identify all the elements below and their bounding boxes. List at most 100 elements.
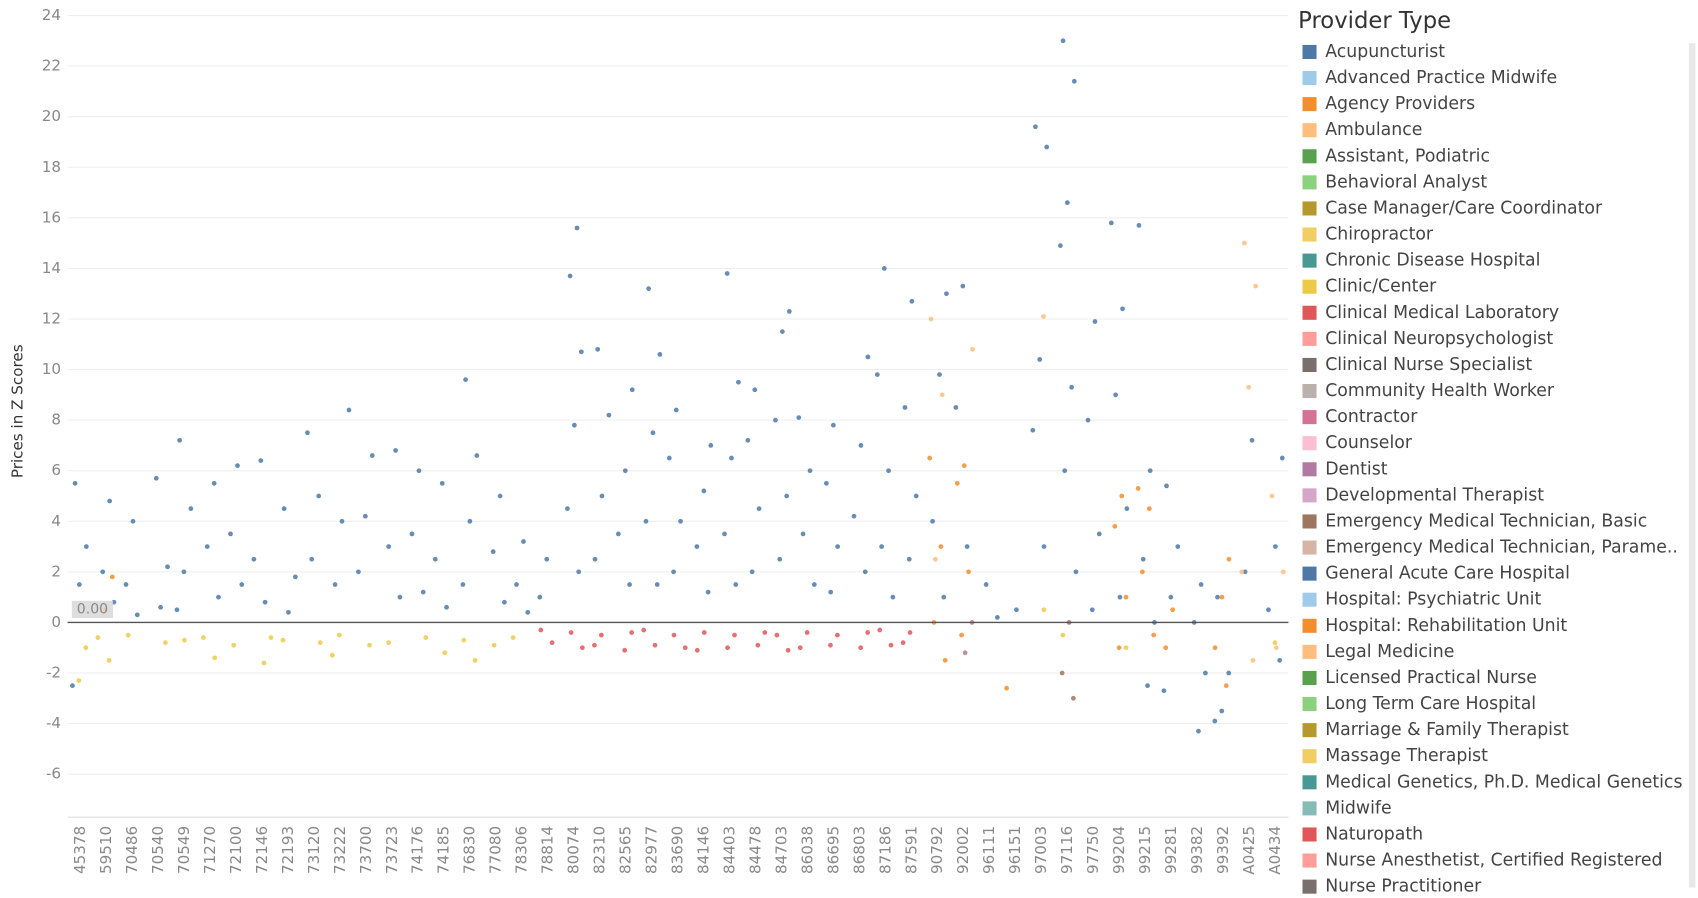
x-tick-label: 99204: [1110, 826, 1128, 874]
x-tick-label: 96151: [1006, 826, 1024, 874]
legend-swatch: [1302, 201, 1317, 216]
point: [777, 556, 783, 562]
point: [329, 652, 335, 658]
point: [1239, 569, 1245, 575]
point: [1168, 594, 1174, 600]
point: [673, 407, 679, 413]
point: [369, 453, 375, 458]
legend-label: Midwife: [1325, 798, 1391, 818]
point: [1112, 523, 1118, 529]
point: [1041, 607, 1047, 613]
point: [336, 632, 342, 638]
x-tick-label: 99281: [1162, 826, 1180, 874]
point: [309, 556, 315, 562]
point: [70, 683, 75, 689]
x-tick-label: 97750: [1084, 826, 1102, 874]
point: [251, 556, 257, 562]
point: [1140, 556, 1146, 562]
legend-swatch: [1302, 749, 1317, 764]
point: [888, 642, 894, 648]
point: [1123, 594, 1129, 600]
point: [1117, 594, 1123, 600]
legend-label: Acupuncturist: [1325, 42, 1445, 62]
legend-swatch: [1302, 644, 1317, 659]
point: [72, 480, 78, 486]
y-tick-label: -6: [46, 765, 61, 783]
point: [1279, 455, 1285, 461]
point: [1120, 306, 1125, 312]
y-tick-label: 10: [42, 360, 61, 378]
x-tick-label: 78814: [539, 826, 557, 874]
point: [216, 594, 221, 600]
point: [886, 468, 891, 474]
point: [828, 642, 833, 648]
point: [77, 582, 82, 587]
x-tick-label: 73723: [383, 826, 401, 874]
point: [130, 518, 136, 524]
point: [211, 480, 217, 486]
legend-label: Hospital: Psychiatric Unit: [1325, 590, 1541, 610]
x-tick-label: 74185: [435, 826, 453, 874]
point: [1212, 645, 1218, 651]
point: [549, 640, 555, 646]
point: [521, 539, 526, 544]
point: [694, 544, 700, 549]
point: [1089, 607, 1095, 613]
x-tick-label: 70486: [123, 826, 141, 874]
point: [416, 468, 422, 474]
point: [811, 582, 817, 587]
point: [780, 329, 785, 335]
point: [599, 493, 605, 499]
point: [865, 354, 871, 360]
point: [1280, 569, 1286, 575]
point: [420, 589, 426, 595]
point: [722, 531, 727, 537]
point: [807, 468, 813, 474]
legend-swatch: [1302, 827, 1317, 842]
legend-label: Naturopath: [1325, 824, 1423, 844]
legend-title: Provider Type: [1298, 8, 1451, 34]
point: [107, 498, 113, 504]
point: [755, 642, 761, 648]
point: [565, 506, 570, 512]
point: [851, 513, 857, 519]
point: [962, 650, 968, 656]
x-tick-label: 78306: [513, 826, 531, 874]
legend-label: Contractor: [1325, 407, 1418, 427]
point: [1069, 384, 1075, 390]
legend-label: Chronic Disease Hospital: [1325, 251, 1540, 271]
legend-swatch: [1302, 175, 1317, 190]
point: [165, 564, 170, 570]
y-tick-label: 14: [42, 259, 61, 277]
point: [1123, 645, 1129, 651]
point: [671, 632, 677, 638]
point: [212, 655, 218, 661]
y-tick-label: 4: [51, 512, 61, 530]
x-tick-label: 87591: [902, 826, 920, 874]
x-tick-label: 82310: [591, 826, 609, 874]
x-tick-label: 76830: [461, 826, 479, 874]
point: [158, 604, 163, 610]
x-tick-label: 84478: [746, 826, 764, 874]
x-tick-label: 82977: [643, 826, 661, 874]
point: [900, 640, 906, 646]
point: [182, 637, 187, 643]
point: [862, 569, 868, 575]
x-tick-label: 77080: [487, 826, 505, 874]
scrollbar[interactable]: [1688, 43, 1696, 888]
point: [858, 443, 864, 448]
point: [1037, 357, 1043, 362]
point: [874, 372, 880, 377]
legend-swatch: [1302, 305, 1317, 320]
point: [773, 417, 778, 423]
point: [652, 642, 658, 648]
point: [281, 506, 287, 512]
legend-swatch: [1302, 670, 1317, 686]
point: [1073, 569, 1079, 575]
point: [1060, 38, 1066, 44]
point: [622, 468, 628, 474]
point: [76, 678, 82, 683]
point: [332, 582, 338, 587]
point: [568, 630, 574, 635]
